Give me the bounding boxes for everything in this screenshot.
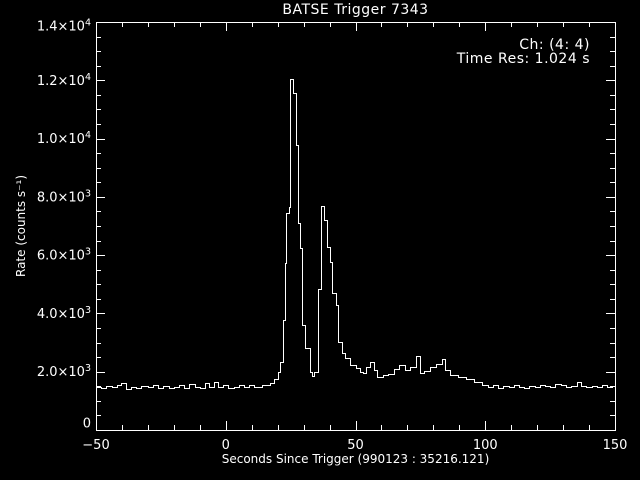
chart-title: BATSE Trigger 7343 <box>282 2 429 18</box>
channel-annotation: Ch: (4: 4) <box>519 37 590 53</box>
light-curve-series <box>96 79 616 390</box>
y-tick-label: 2.0×103 <box>37 363 91 380</box>
x-axis-ticks <box>96 22 616 430</box>
y-tick-label: 1.4×104 <box>37 18 91 35</box>
y-tick-label: 4.0×103 <box>37 305 91 322</box>
x-tick-label: 50 <box>347 438 364 453</box>
y-tick-label: 1.2×104 <box>37 72 91 89</box>
y-tick-label: 6.0×103 <box>37 247 91 264</box>
y-axis-ticks <box>96 22 615 431</box>
y-tick-label: 8.0×103 <box>37 188 91 205</box>
y-tick-label: 1.0×104 <box>37 130 91 147</box>
plot-frame <box>96 22 616 431</box>
x-tick-label: 0 <box>222 438 230 453</box>
x-axis-tick-labels: −50 0 50 100 150 <box>82 438 627 453</box>
x-tick-label: 150 <box>603 438 628 453</box>
x-tick-label: −50 <box>82 438 109 453</box>
x-tick-label: 100 <box>473 438 498 453</box>
annotations: Ch: (4: 4) Time Res: 1.024 s <box>457 38 590 66</box>
time-resolution-annotation: Time Res: 1.024 s <box>456 51 590 67</box>
x-axis-label: Seconds Since Trigger (990123 : 35216.12… <box>221 452 490 466</box>
y-tick-label: 0 <box>83 417 91 432</box>
y-axis-tick-labels: 0 2.0×103 4.0×103 6.0×103 8.0×103 1.0×104 1.2×… <box>37 18 91 432</box>
